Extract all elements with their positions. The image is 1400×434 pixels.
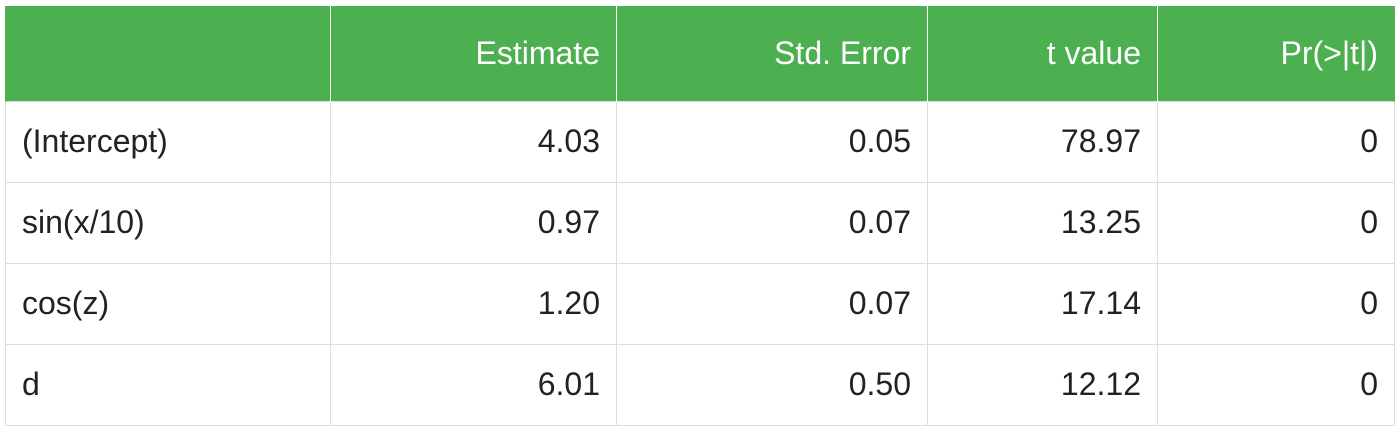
table-row: d 6.01 0.50 12.12 0 [5,343,1395,426]
table-body: (Intercept) 4.03 0.05 78.97 0 sin(x/10) … [5,100,1395,426]
cell-p-value: 0 [1157,343,1395,426]
table-header: Estimate Std. Error t value Pr(>|t|) [5,6,1395,101]
cell-t-value: 12.12 [927,343,1158,426]
cell-term: sin(x/10) [5,181,331,264]
header-cell-term [5,6,331,101]
cell-term: cos(z) [5,262,331,345]
cell-std-error: 0.07 [616,262,928,345]
cell-t-value: 78.97 [927,100,1158,183]
cell-estimate: 1.20 [330,262,617,345]
table-row: cos(z) 1.20 0.07 17.14 0 [5,262,1395,345]
header-cell-p-value: Pr(>|t|) [1157,6,1395,101]
cell-std-error: 0.07 [616,181,928,264]
cell-estimate: 4.03 [330,100,617,183]
header-cell-t-value: t value [927,6,1158,101]
cell-term: (Intercept) [5,100,331,183]
header-row: Estimate Std. Error t value Pr(>|t|) [5,6,1395,101]
cell-p-value: 0 [1157,181,1395,264]
cell-estimate: 0.97 [330,181,617,264]
regression-table-container: Estimate Std. Error t value Pr(>|t|) (In… [5,6,1395,426]
header-cell-std-error: Std. Error [616,6,928,101]
regression-coefficients-table: Estimate Std. Error t value Pr(>|t|) (In… [5,6,1395,426]
cell-term: d [5,343,331,426]
table-row: sin(x/10) 0.97 0.07 13.25 0 [5,181,1395,264]
cell-t-value: 13.25 [927,181,1158,264]
cell-p-value: 0 [1157,262,1395,345]
cell-std-error: 0.50 [616,343,928,426]
cell-t-value: 17.14 [927,262,1158,345]
cell-estimate: 6.01 [330,343,617,426]
cell-p-value: 0 [1157,100,1395,183]
cell-std-error: 0.05 [616,100,928,183]
header-cell-estimate: Estimate [330,6,617,101]
table-row: (Intercept) 4.03 0.05 78.97 0 [5,100,1395,183]
